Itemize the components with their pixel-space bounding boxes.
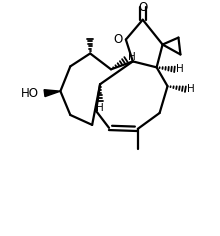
- Text: H: H: [96, 103, 104, 113]
- Text: H: H: [187, 84, 195, 94]
- Polygon shape: [44, 90, 60, 97]
- Text: HO: HO: [21, 87, 38, 100]
- Text: O: O: [138, 1, 147, 14]
- Text: H: H: [128, 52, 136, 63]
- Text: O: O: [114, 33, 123, 46]
- Text: H: H: [176, 64, 184, 74]
